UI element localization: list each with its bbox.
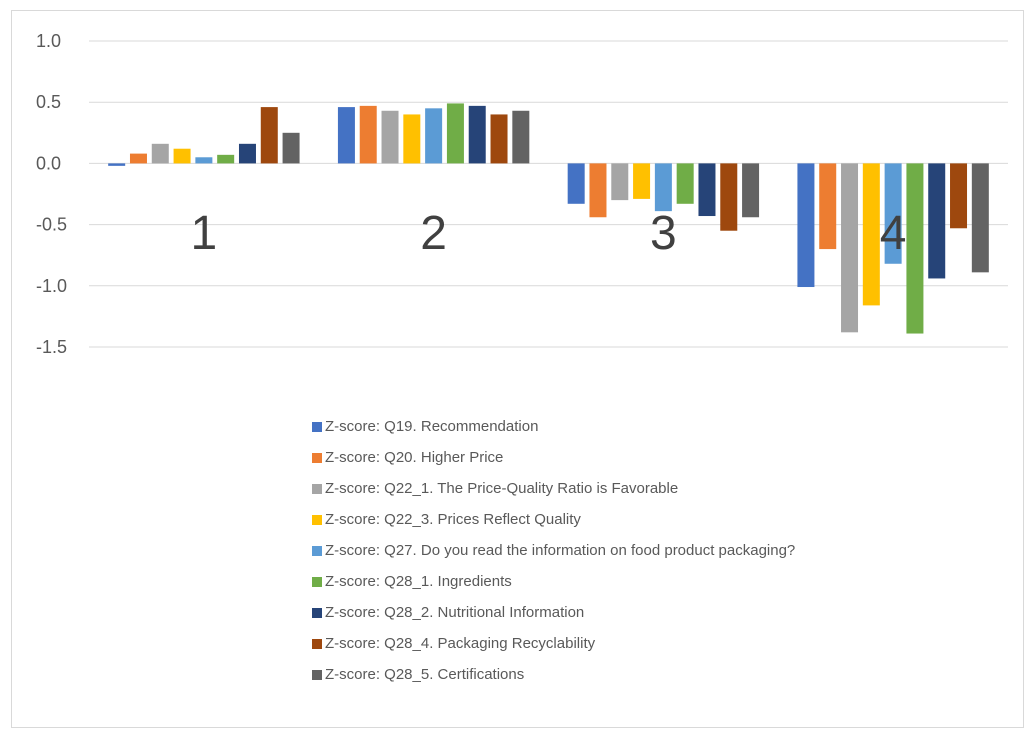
bar (971, 163, 989, 273)
legend-swatch (312, 514, 322, 525)
legend-label: Z-score: Q27. Do you read the informatio… (325, 542, 796, 559)
bar (151, 143, 169, 164)
legend-item: Z-score: Q28_4. Packaging Recyclability (312, 628, 795, 659)
legend-item: Z-score: Q22_3. Prices Reflect Quality (312, 504, 795, 535)
legend-swatch (312, 576, 322, 587)
y-tick-label: 1.0 (36, 31, 61, 51)
y-tick-label: -1.0 (36, 276, 67, 296)
y-tick-label: -1.5 (36, 337, 67, 357)
bar (589, 163, 607, 218)
category-label: 1 (191, 207, 218, 260)
bar (720, 163, 738, 231)
legend-label: Z-score: Q20. Higher Price (325, 449, 504, 466)
bar (446, 103, 464, 164)
legend-swatch (312, 669, 322, 680)
legend-label: Z-score: Q19. Recommendation (325, 418, 539, 435)
y-tick-label: 0.0 (36, 153, 61, 173)
legend-label: Z-score: Q28_5. Certifications (325, 666, 525, 683)
legend-swatch (312, 607, 322, 618)
bar (195, 157, 213, 164)
legend-swatch (312, 483, 322, 494)
bar (490, 114, 508, 164)
bar (217, 154, 235, 164)
chart-plot: 1.0 0.5 0.0 -0.5 -1.0 -1.5 1 2 3 4 (36, 31, 1008, 357)
bar (654, 163, 672, 212)
legend-item: Z-score: Q19. Recommendation (312, 411, 795, 442)
category-label: 4 (880, 207, 907, 260)
bar (884, 163, 902, 264)
bar (698, 163, 716, 217)
bar (337, 107, 355, 164)
bar (611, 163, 629, 201)
legend-item: Z-score: Q22_1. The Price-Quality Ratio … (312, 473, 795, 504)
legend: Z-score: Q19. Recommendation Z-score: Q20… (312, 411, 795, 690)
bar (403, 114, 421, 164)
bar (676, 163, 694, 204)
bar (173, 148, 191, 164)
legend-swatch (312, 421, 322, 432)
legend-swatch (312, 452, 322, 463)
bar (819, 163, 837, 250)
legend-swatch (312, 545, 322, 556)
legend-swatch (312, 638, 322, 649)
bar (282, 132, 300, 164)
bar (129, 153, 147, 164)
legend-label: Z-score: Q22_3. Prices Reflect Quality (325, 511, 581, 528)
chart-frame: 1.0 0.5 0.0 -0.5 -1.0 -1.5 1 2 3 4 Z-score: Q19. … (11, 10, 1024, 728)
legend-label: Z-score: Q28_2. Nutritional Information (325, 604, 585, 621)
legend-item: Z-score: Q28_1. Ingredients (312, 566, 795, 597)
bar (512, 110, 530, 164)
bar (950, 163, 968, 229)
bar (862, 163, 880, 306)
bar (928, 163, 946, 279)
bar (425, 108, 443, 164)
bar (359, 105, 377, 164)
legend-item: Z-score: Q28_2. Nutritional Information (312, 597, 795, 628)
legend-label: Z-score: Q28_1. Ingredients (325, 573, 512, 590)
bar (108, 163, 126, 166)
legend-label: Z-score: Q22_1. The Price-Quality Ratio … (325, 480, 679, 497)
bar (797, 163, 815, 288)
bar (260, 107, 278, 164)
bar (633, 163, 651, 199)
bar (567, 163, 585, 204)
legend-item: Z-score: Q28_5. Certifications (312, 659, 795, 690)
legend-label: Z-score: Q28_4. Packaging Recyclability (325, 635, 596, 652)
bar (381, 110, 399, 164)
legend-item: Z-score: Q27. Do you read the informatio… (312, 535, 795, 566)
bar (742, 163, 760, 218)
legend-item: Z-score: Q20. Higher Price (312, 442, 795, 473)
category-label: 3 (650, 207, 677, 260)
category-label: 2 (420, 207, 447, 260)
bar (238, 143, 256, 164)
bar (841, 163, 859, 333)
bar (468, 105, 486, 164)
bar (906, 163, 924, 334)
y-tick-label: -0.5 (36, 215, 67, 235)
y-tick-label: 0.5 (36, 92, 61, 112)
